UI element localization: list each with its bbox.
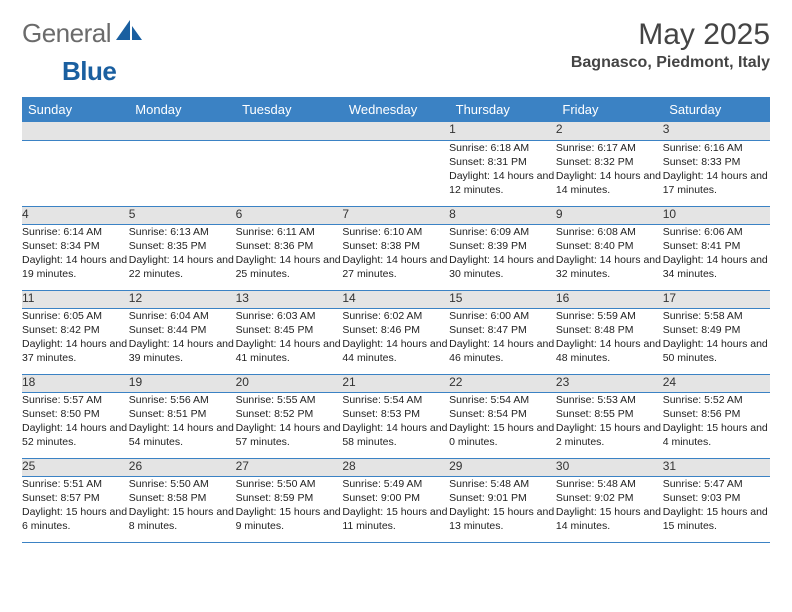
day-number-cell: 15 [449,290,556,308]
day-number-cell: 6 [236,206,343,224]
day-number-cell [236,122,343,140]
day-number-cell: 26 [129,458,236,476]
day-detail-cell: Sunrise: 6:11 AMSunset: 8:36 PMDaylight:… [236,224,343,290]
day-detail-cell: Sunrise: 6:18 AMSunset: 8:31 PMDaylight:… [449,140,556,206]
calendar-page: General May 2025 Bagnasco, Piedmont, Ita… [0,0,792,553]
weekday-header: Saturday [663,97,770,122]
day-detail-cell: Sunrise: 6:16 AMSunset: 8:33 PMDaylight:… [663,140,770,206]
day-number-cell: 19 [129,374,236,392]
day-detail-cell: Sunrise: 6:02 AMSunset: 8:46 PMDaylight:… [342,308,449,374]
day-number-row: 123 [22,122,770,140]
day-number-cell: 14 [342,290,449,308]
day-detail-cell: Sunrise: 5:49 AMSunset: 9:00 PMDaylight:… [342,476,449,542]
day-detail-cell: Sunrise: 6:00 AMSunset: 8:47 PMDaylight:… [449,308,556,374]
day-detail-cell: Sunrise: 5:48 AMSunset: 9:02 PMDaylight:… [556,476,663,542]
day-number-cell: 17 [663,290,770,308]
day-detail-row: Sunrise: 6:14 AMSunset: 8:34 PMDaylight:… [22,224,770,290]
day-number-cell: 9 [556,206,663,224]
day-detail-cell: Sunrise: 5:50 AMSunset: 8:58 PMDaylight:… [129,476,236,542]
day-detail-cell: Sunrise: 6:13 AMSunset: 8:35 PMDaylight:… [129,224,236,290]
day-number-cell: 20 [236,374,343,392]
calendar-body: 123 Sunrise: 6:18 AMSunset: 8:31 PMDayli… [22,122,770,542]
day-number-cell: 27 [236,458,343,476]
day-detail-row: Sunrise: 6:05 AMSunset: 8:42 PMDaylight:… [22,308,770,374]
day-detail-cell: Sunrise: 6:09 AMSunset: 8:39 PMDaylight:… [449,224,556,290]
month-title: May 2025 [571,18,770,52]
day-detail-cell: Sunrise: 6:08 AMSunset: 8:40 PMDaylight:… [556,224,663,290]
day-number-cell: 16 [556,290,663,308]
day-detail-cell: Sunrise: 6:06 AMSunset: 8:41 PMDaylight:… [663,224,770,290]
day-number-cell: 24 [663,374,770,392]
day-number-cell: 10 [663,206,770,224]
calendar-head: SundayMondayTuesdayWednesdayThursdayFrid… [22,97,770,122]
day-number-cell: 13 [236,290,343,308]
day-detail-cell: Sunrise: 5:50 AMSunset: 8:59 PMDaylight:… [236,476,343,542]
day-number-cell: 28 [342,458,449,476]
day-detail-cell [342,140,449,206]
day-number-cell [342,122,449,140]
weekday-header: Monday [129,97,236,122]
day-detail-cell: Sunrise: 6:17 AMSunset: 8:32 PMDaylight:… [556,140,663,206]
day-detail-cell [236,140,343,206]
day-detail-cell [129,140,236,206]
day-detail-cell: Sunrise: 5:54 AMSunset: 8:53 PMDaylight:… [342,392,449,458]
day-detail-cell: Sunrise: 5:58 AMSunset: 8:49 PMDaylight:… [663,308,770,374]
day-detail-cell: Sunrise: 5:53 AMSunset: 8:55 PMDaylight:… [556,392,663,458]
weekday-header: Tuesday [236,97,343,122]
day-detail-cell: Sunrise: 5:56 AMSunset: 8:51 PMDaylight:… [129,392,236,458]
day-detail-cell: Sunrise: 6:04 AMSunset: 8:44 PMDaylight:… [129,308,236,374]
day-detail-cell: Sunrise: 6:14 AMSunset: 8:34 PMDaylight:… [22,224,129,290]
weekday-header: Sunday [22,97,129,122]
title-block: May 2025 Bagnasco, Piedmont, Italy [571,18,770,72]
day-number-cell: 1 [449,122,556,140]
day-detail-cell: Sunrise: 5:51 AMSunset: 8:57 PMDaylight:… [22,476,129,542]
day-number-row: 25262728293031 [22,458,770,476]
day-detail-cell: Sunrise: 6:10 AMSunset: 8:38 PMDaylight:… [342,224,449,290]
day-number-cell: 29 [449,458,556,476]
day-number-row: 18192021222324 [22,374,770,392]
day-number-cell: 7 [342,206,449,224]
day-detail-cell: Sunrise: 5:48 AMSunset: 9:01 PMDaylight:… [449,476,556,542]
day-detail-cell: Sunrise: 6:03 AMSunset: 8:45 PMDaylight:… [236,308,343,374]
logo-word-general: General [22,18,111,49]
day-number-cell: 4 [22,206,129,224]
day-number-cell: 21 [342,374,449,392]
day-number-cell: 12 [129,290,236,308]
day-number-cell: 23 [556,374,663,392]
weekday-header: Friday [556,97,663,122]
day-number-cell: 22 [449,374,556,392]
logo-word-blue: Blue [62,56,116,86]
day-number-cell: 25 [22,458,129,476]
day-number-cell [129,122,236,140]
day-number-cell: 5 [129,206,236,224]
day-detail-cell: Sunrise: 5:59 AMSunset: 8:48 PMDaylight:… [556,308,663,374]
day-detail-cell: Sunrise: 5:47 AMSunset: 9:03 PMDaylight:… [663,476,770,542]
logo-sail-icon [116,20,142,47]
calendar-table: SundayMondayTuesdayWednesdayThursdayFrid… [22,97,770,543]
logo: General [22,18,144,49]
day-number-cell: 2 [556,122,663,140]
weekday-header-row: SundayMondayTuesdayWednesdayThursdayFrid… [22,97,770,122]
day-detail-row: Sunrise: 5:57 AMSunset: 8:50 PMDaylight:… [22,392,770,458]
day-detail-cell [22,140,129,206]
day-number-row: 45678910 [22,206,770,224]
day-number-cell: 18 [22,374,129,392]
day-number-cell: 11 [22,290,129,308]
day-detail-cell: Sunrise: 5:54 AMSunset: 8:54 PMDaylight:… [449,392,556,458]
day-number-row: 11121314151617 [22,290,770,308]
day-number-cell: 8 [449,206,556,224]
location: Bagnasco, Piedmont, Italy [571,54,770,72]
day-number-cell: 31 [663,458,770,476]
day-number-cell [22,122,129,140]
day-detail-cell: Sunrise: 5:52 AMSunset: 8:56 PMDaylight:… [663,392,770,458]
weekday-header: Thursday [449,97,556,122]
day-detail-cell: Sunrise: 5:55 AMSunset: 8:52 PMDaylight:… [236,392,343,458]
weekday-header: Wednesday [342,97,449,122]
day-detail-row: Sunrise: 5:51 AMSunset: 8:57 PMDaylight:… [22,476,770,542]
day-detail-row: Sunrise: 6:18 AMSunset: 8:31 PMDaylight:… [22,140,770,206]
day-detail-cell: Sunrise: 6:05 AMSunset: 8:42 PMDaylight:… [22,308,129,374]
day-number-cell: 3 [663,122,770,140]
day-number-cell: 30 [556,458,663,476]
day-detail-cell: Sunrise: 5:57 AMSunset: 8:50 PMDaylight:… [22,392,129,458]
